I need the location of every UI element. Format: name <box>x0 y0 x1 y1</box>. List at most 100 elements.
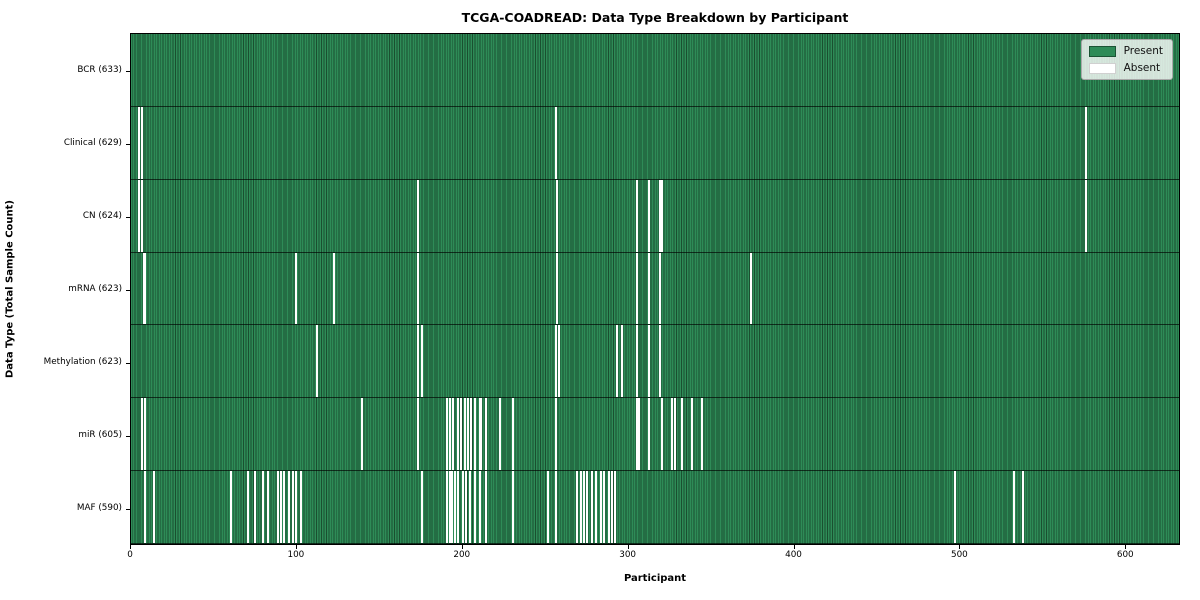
heatmap-plot-area: Present Absent <box>126 33 1180 545</box>
absent-cell <box>670 398 673 471</box>
legend-label-absent: Absent <box>1123 62 1161 74</box>
absent-cell <box>554 398 557 471</box>
x-tick-mark <box>461 545 463 549</box>
x-tick-mark <box>1125 545 1127 549</box>
absent-cell <box>647 179 650 252</box>
y-tick-label-mRNA: mRNA (623) <box>68 284 122 294</box>
absent-cell <box>463 398 466 471</box>
absent-cell <box>294 471 297 544</box>
absent-cell <box>660 179 663 252</box>
absent-swatch <box>1088 62 1116 74</box>
heatmap-row-BCR <box>131 34 1179 107</box>
absent-cell <box>659 179 662 252</box>
absent-cell <box>750 252 753 325</box>
absent-cell <box>599 471 602 544</box>
absent-cell <box>637 398 640 471</box>
absent-cell <box>554 106 557 179</box>
absent-cell <box>680 398 683 471</box>
absent-cell <box>473 471 476 544</box>
y-tick-label-Methylation: Methylation (623) <box>43 357 122 368</box>
absent-cell <box>554 471 557 544</box>
absent-cell <box>602 471 605 544</box>
y-tick-mark <box>126 216 130 218</box>
absent-cell <box>140 398 143 471</box>
absent-cell <box>445 471 448 544</box>
y-tick-label-BCR: BCR (633) <box>77 64 122 75</box>
absent-cell <box>253 471 256 544</box>
legend-entry-absent: Absent <box>1088 62 1163 74</box>
absent-cell <box>450 471 453 544</box>
absent-cell <box>457 398 460 471</box>
absent-cell <box>453 471 456 544</box>
absent-cell <box>299 471 302 544</box>
y-tick-mark <box>126 363 130 365</box>
absent-cell <box>556 252 559 325</box>
absent-cell <box>283 471 286 544</box>
x-axis-label: Participant <box>623 573 687 584</box>
x-tick-mark <box>295 545 297 549</box>
absent-cell <box>465 471 468 544</box>
absent-cell <box>690 398 693 471</box>
absent-cell <box>647 325 650 398</box>
y-tick-mark <box>126 70 130 72</box>
absent-cell <box>448 471 451 544</box>
absent-cell <box>261 471 264 544</box>
y-tick-label-CN: CN (624) <box>82 210 122 221</box>
absent-cell <box>470 398 473 471</box>
absent-cell <box>660 398 663 471</box>
x-tick-mark <box>130 545 131 549</box>
absent-cell <box>144 398 147 471</box>
x-tick-label-0: 0 <box>127 550 133 560</box>
absent-cell <box>137 179 140 252</box>
absent-cell <box>635 252 638 325</box>
absent-cell <box>1084 106 1087 179</box>
absent-cell <box>452 398 455 471</box>
absent-cell <box>246 471 249 544</box>
y-tick-mark <box>126 509 130 511</box>
absent-cell <box>144 471 147 544</box>
absent-cell <box>417 325 420 398</box>
x-tick-mark <box>959 545 961 549</box>
absent-cell <box>291 471 294 544</box>
absent-cell <box>294 252 297 325</box>
absent-cell <box>546 471 549 544</box>
absent-cell <box>276 471 279 544</box>
absent-cell <box>511 398 514 471</box>
x-tick-label-100: 100 <box>287 550 305 560</box>
absent-cell <box>485 398 488 471</box>
absent-cell <box>659 252 662 325</box>
legend-label-present: Present <box>1123 45 1163 57</box>
x-tick-mark <box>627 545 629 549</box>
absent-cell <box>478 398 481 471</box>
absent-cell <box>473 398 476 471</box>
absent-cell <box>582 471 585 544</box>
absent-cell <box>591 471 594 544</box>
x-tick-label-600: 600 <box>1116 550 1134 560</box>
absent-cell <box>420 471 423 544</box>
absent-cell <box>266 471 269 544</box>
absent-cell <box>635 179 638 252</box>
absent-cell <box>659 325 662 398</box>
absent-cell <box>607 471 610 544</box>
absent-cell <box>140 106 143 179</box>
chart-title: TCGA-COADREAD: Data Type Breakdown by Pa… <box>461 10 849 25</box>
legend-entry-present: Present <box>1088 45 1163 57</box>
absent-cell <box>280 471 282 544</box>
heatmap-row-Methylation <box>131 325 1179 399</box>
heatmap-row-CN <box>131 179 1179 253</box>
absent-cell <box>635 398 638 471</box>
absent-cell <box>635 325 638 398</box>
absent-cell <box>142 252 145 325</box>
absent-cell <box>614 471 617 544</box>
x-tick-label-500: 500 <box>950 550 968 560</box>
absent-cell <box>467 398 470 471</box>
y-tick-mark <box>126 143 130 145</box>
absent-cell <box>1013 471 1016 544</box>
absent-cell <box>230 471 233 544</box>
y-tick-label-Clinical: Clinical (629) <box>63 137 122 148</box>
absent-cell <box>417 252 420 325</box>
present-swatch <box>1088 45 1116 57</box>
absent-cell <box>498 398 501 471</box>
absent-cell <box>316 325 319 398</box>
absent-cell <box>953 471 956 544</box>
